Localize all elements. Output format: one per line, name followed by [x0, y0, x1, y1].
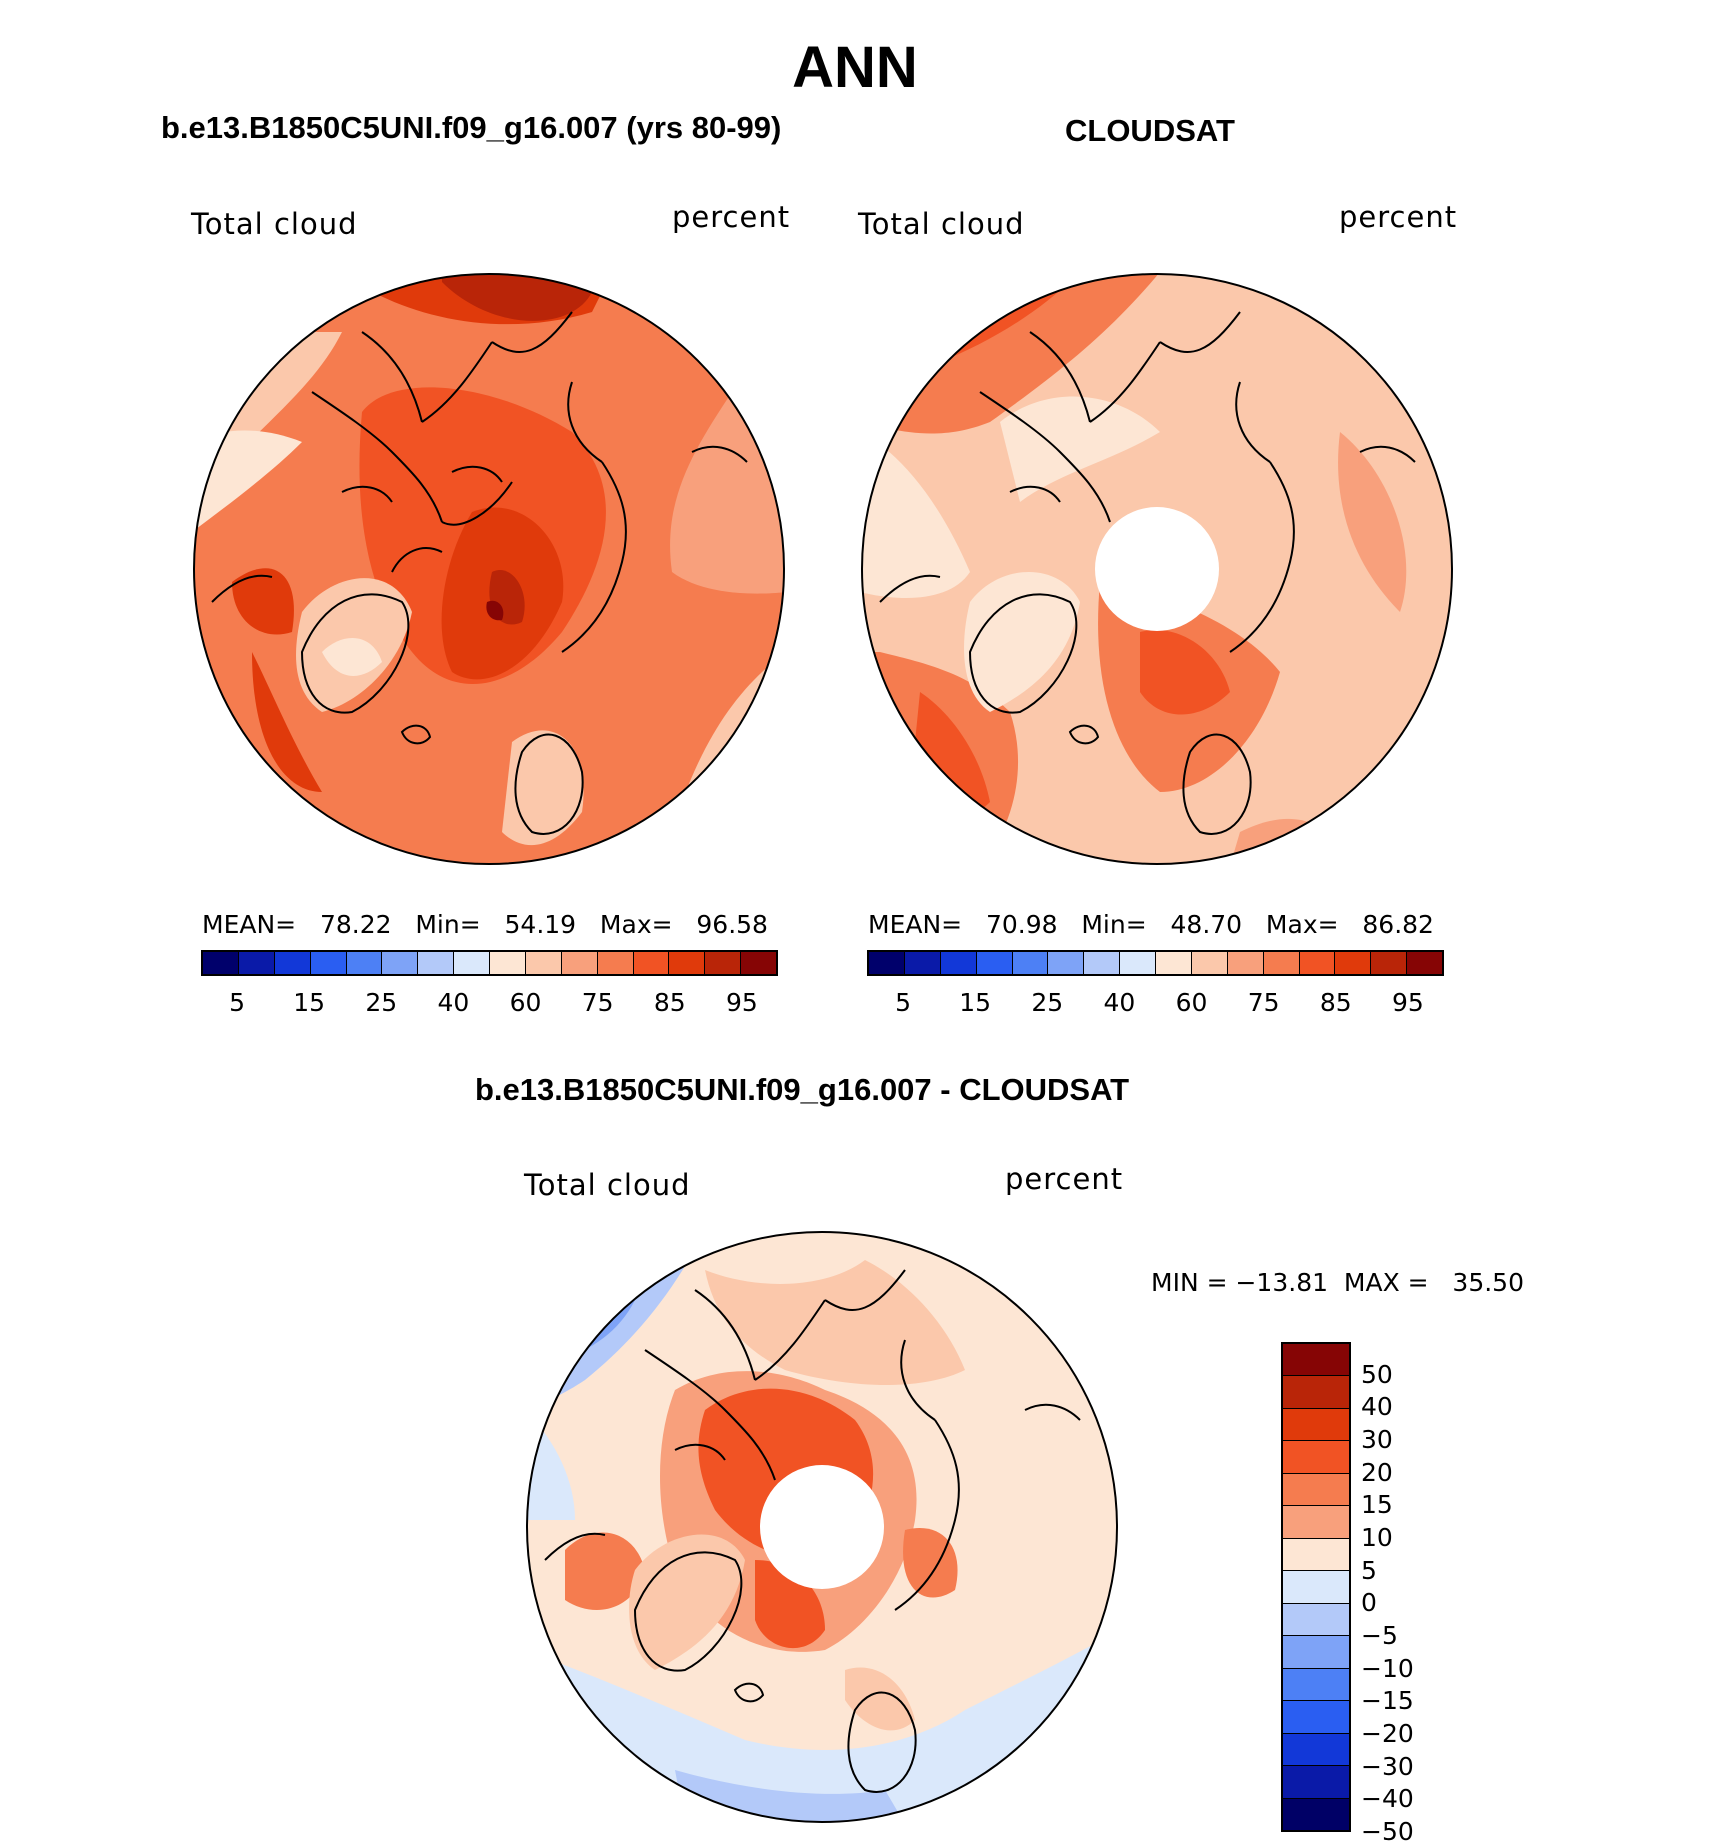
panel3-units-label: percent	[1005, 1162, 1124, 1196]
colorbar-swatch	[976, 952, 1013, 974]
colorbar-tick-label: −5	[1361, 1621, 1398, 1650]
colorbar-swatch	[1283, 1668, 1349, 1702]
colorbar-tick-label: 60	[1175, 988, 1208, 1017]
colorbar-tick-label: 25	[365, 988, 398, 1017]
colorbar-swatch	[1371, 952, 1408, 974]
colorbar-tick-label: 95	[1392, 988, 1424, 1017]
colorbar-swatch	[490, 952, 526, 974]
colorbar-tick-label: 5	[895, 988, 912, 1017]
panel2-colorbar	[867, 950, 1444, 976]
colorbar-swatch	[597, 952, 634, 974]
colorbar-tick-label: −40	[1361, 1784, 1414, 1814]
colorbar-swatch	[1283, 1636, 1349, 1669]
colorbar-swatch	[1283, 1798, 1349, 1831]
colorbar-tick-label: −50	[1361, 1817, 1414, 1846]
colorbar-swatch	[454, 952, 490, 974]
colorbar-tick-label: 10	[1361, 1523, 1393, 1552]
colorbar-swatch	[238, 952, 275, 974]
colorbar-swatch	[869, 952, 905, 974]
colorbar-swatch	[1283, 1603, 1349, 1637]
panel2-stats: MEAN= 70.98 Min= 48.70 Max= 86.82	[868, 910, 1434, 939]
panel1-subtitle: b.e13.B1850C5UNI.f09_g16.007 (yrs 80-99)	[161, 110, 782, 145]
colorbar-tick-label: 0	[1361, 1588, 1377, 1618]
colorbar-swatch	[1283, 1376, 1349, 1409]
panel3-variable-label: Total cloud	[524, 1168, 691, 1202]
colorbar-swatch	[1283, 1473, 1349, 1507]
colorbar-tick-label: 5	[1361, 1555, 1377, 1585]
colorbar-tick-label: 75	[1247, 988, 1280, 1017]
colorbar-swatch	[1283, 1506, 1349, 1539]
colorbar-swatch	[1283, 1441, 1349, 1474]
colorbar-swatch	[741, 952, 776, 974]
colorbar-swatch	[525, 952, 562, 974]
panel2-units-label: percent	[1339, 200, 1458, 234]
colorbar-tick-label: 20	[1361, 1457, 1393, 1487]
colorbar-tick-label: 60	[509, 988, 542, 1017]
colorbar-swatch	[1299, 952, 1336, 974]
colorbar-swatch	[1283, 1538, 1349, 1572]
colorbar-swatch	[1283, 1766, 1349, 1799]
colorbar-swatch	[346, 952, 383, 974]
colorbar-swatch	[1156, 952, 1192, 974]
colorbar-swatch	[274, 952, 311, 974]
colorbar-swatch	[1084, 952, 1121, 974]
colorbar-tick-label: −15	[1361, 1686, 1414, 1716]
colorbar-swatch	[1263, 952, 1300, 974]
colorbar-swatch	[1120, 952, 1156, 974]
colorbar-tick-label: −10	[1361, 1653, 1414, 1683]
colorbar-tick-label: −30	[1361, 1751, 1414, 1781]
colorbar-tick-label: 15	[1361, 1490, 1393, 1520]
colorbar-swatch	[705, 952, 742, 974]
panel1-variable-label: Total cloud	[191, 207, 358, 241]
colorbar-tick-label: 40	[1361, 1392, 1393, 1422]
panel3-polar-map	[526, 1231, 1118, 1823]
panel3-stats: MIN = −13.81 MAX = 35.50	[1151, 1268, 1524, 1297]
colorbar-swatch	[1283, 1408, 1349, 1442]
colorbar-swatch	[1283, 1701, 1349, 1734]
colorbar-swatch	[1283, 1733, 1349, 1767]
colorbar-swatch	[633, 952, 670, 974]
colorbar-tick-label: 30	[1361, 1425, 1393, 1454]
colorbar-swatch	[1407, 952, 1442, 974]
colorbar-swatch	[940, 952, 977, 974]
colorbar-tick-label: 40	[1103, 988, 1136, 1017]
colorbar-tick-label: 40	[437, 988, 470, 1017]
colorbar-tick-label: 95	[726, 988, 758, 1017]
colorbar-swatch	[203, 952, 239, 974]
colorbar-swatch	[1048, 952, 1085, 974]
colorbar-swatch	[1191, 952, 1228, 974]
colorbar-tick-label: 25	[1031, 988, 1064, 1017]
colorbar-tick-label: 15	[293, 988, 326, 1017]
colorbar-tick-label: 85	[653, 988, 686, 1017]
page-title: ANN	[792, 35, 918, 100]
colorbar-swatch	[1335, 952, 1372, 974]
panel1-units-label: percent	[672, 200, 791, 234]
colorbar-swatch	[669, 952, 706, 974]
colorbar-swatch	[310, 952, 347, 974]
colorbar-swatch	[904, 952, 941, 974]
colorbar-tick-label: 5	[229, 988, 246, 1017]
colorbar-swatch	[1227, 952, 1264, 974]
colorbar-swatch	[1012, 952, 1049, 974]
colorbar-swatch	[418, 952, 455, 974]
colorbar-swatch	[382, 952, 419, 974]
colorbar-tick-label: 15	[959, 988, 992, 1017]
panel2-variable-label: Total cloud	[858, 207, 1025, 241]
colorbar-swatch	[561, 952, 598, 974]
panel1-colorbar	[201, 950, 778, 976]
colorbar-swatch	[1283, 1571, 1349, 1604]
panel3-subtitle: b.e13.B1850C5UNI.f09_g16.007 - CLOUDSAT	[475, 1072, 1130, 1107]
panel1-polar-map	[193, 273, 785, 865]
panel3-colorbar	[1281, 1342, 1351, 1832]
colorbar-tick-label: 50	[1361, 1359, 1393, 1389]
panel2-polar-map	[861, 273, 1453, 865]
colorbar-tick-label: 85	[1319, 988, 1352, 1017]
panel1-stats: MEAN= 78.22 Min= 54.19 Max= 96.58	[202, 910, 768, 939]
colorbar-tick-label: −20	[1361, 1719, 1414, 1748]
panel2-subtitle: CLOUDSAT	[1065, 113, 1235, 148]
colorbar-tick-label: 75	[581, 988, 614, 1017]
colorbar-swatch	[1283, 1344, 1349, 1377]
